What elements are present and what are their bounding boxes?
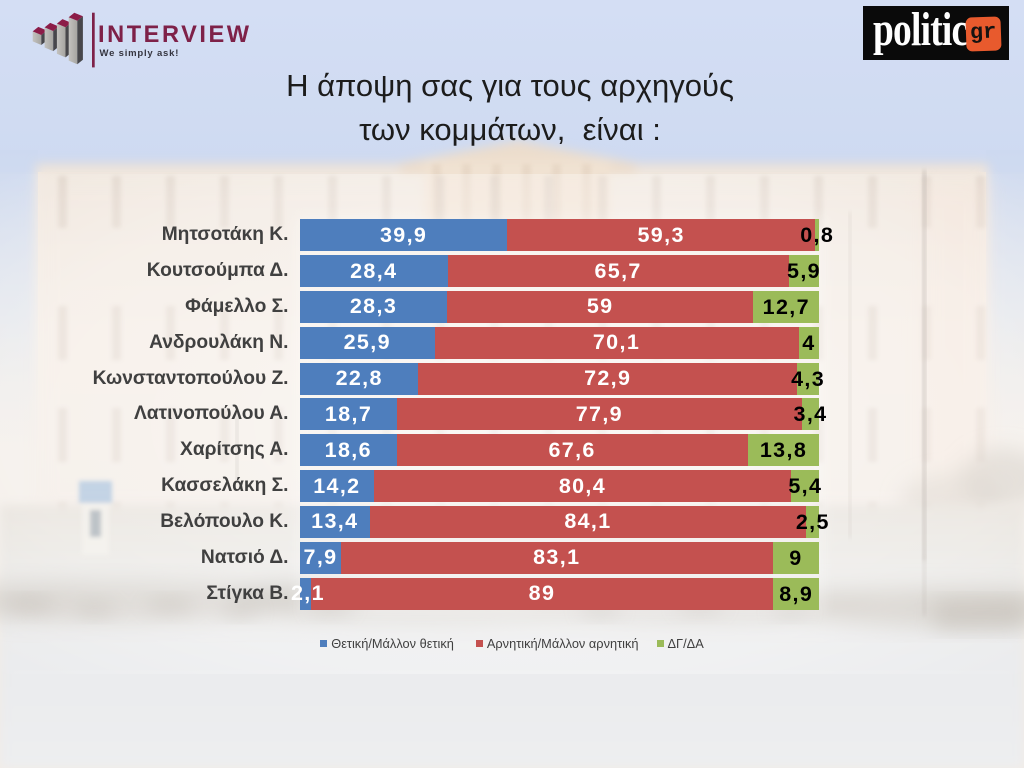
svg-text:We simply ask!: We simply ask! [100, 48, 180, 59]
svg-text:INTERVIEW: INTERVIEW [98, 22, 252, 48]
